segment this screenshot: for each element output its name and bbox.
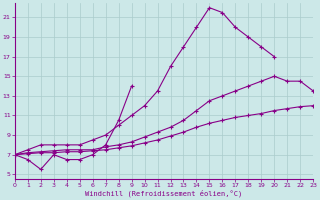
X-axis label: Windchill (Refroidissement éolien,°C): Windchill (Refroidissement éolien,°C) (85, 190, 243, 197)
